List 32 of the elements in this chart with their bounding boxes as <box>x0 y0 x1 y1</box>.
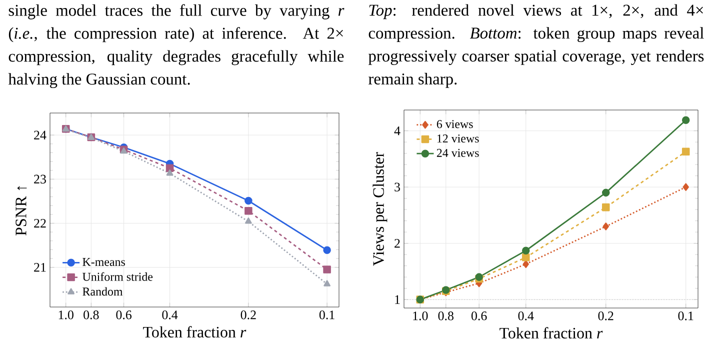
text: Top: rendered novel views at 1×, 2×, and 4× compression. Bottom: token group maps reveal progressively coarser spatial coverage, yet renders remain sharp. <box>368 4 704 88</box>
x-tick-label: 0.8 <box>438 312 454 320</box>
x-tick-label: 1.0 <box>413 312 428 320</box>
y-tick-label: 1 <box>395 295 400 304</box>
x-tick-label: 0.2 <box>598 312 614 320</box>
x-axis-title: Token fraction r <box>500 327 603 339</box>
x-tick-label: 0.8 <box>84 310 99 320</box>
x-tick-label: 0.2 <box>240 310 256 320</box>
legend-label: 6 views <box>436 120 473 128</box>
x-tick-label: 0.4 <box>162 310 178 320</box>
y-tick-label: 4 <box>394 126 400 136</box>
legend-label: 12 views <box>437 134 479 143</box>
x-tick-label: 0.1 <box>319 310 334 320</box>
y-axis-title: Views per Cluster <box>372 152 388 266</box>
x-tick-label: 0.4 <box>518 312 534 320</box>
y-tick-label: 21 <box>34 263 46 272</box>
y-tick-label: 24 <box>34 130 46 140</box>
x-tick-label: 1.0 <box>58 310 74 320</box>
legend-label: Uniform stride <box>82 272 153 281</box>
x-tick-label: 0.1 <box>678 312 694 320</box>
text: single model traces the full curve by varying r (i.e., the compression rate) at inference. At 2× compression, quality degrades gracefully while halving the Gaussian count. <box>8 4 344 88</box>
x-tick-label: 0.6 <box>471 312 487 320</box>
y-tick-label: 22 <box>34 218 46 228</box>
x-axis-title: Token fraction r <box>143 326 246 338</box>
legend-label: K-means <box>82 258 125 266</box>
x-tick-label: 0.6 <box>116 310 132 320</box>
y-tick-label: 23 <box>34 174 46 184</box>
legend-label: 24 views <box>436 148 479 157</box>
y-tick-label: 3 <box>394 182 400 192</box>
y-tick-label: 2 <box>394 239 400 248</box>
legend-label: Random <box>82 287 123 296</box>
y-axis-title: PSNR ↑ <box>16 186 27 236</box>
